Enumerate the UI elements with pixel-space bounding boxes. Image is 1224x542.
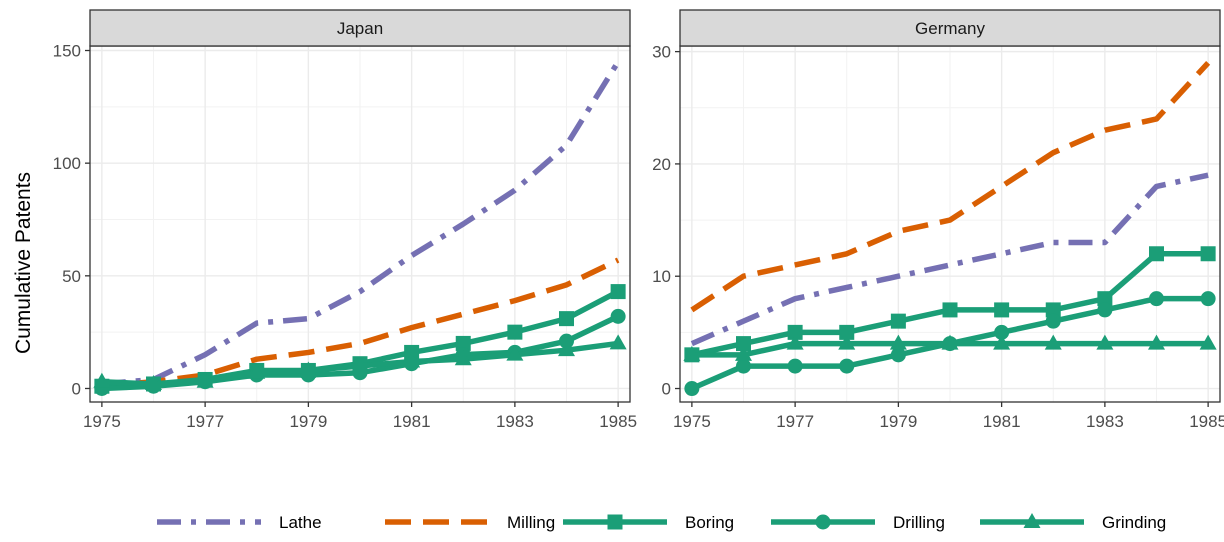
y-tick-label: 30: [652, 43, 671, 62]
data-point-grinding: [838, 334, 856, 350]
data-point-drilling: [839, 358, 855, 374]
data-point-boring: [507, 324, 523, 340]
data-point-drilling: [610, 308, 626, 324]
data-point-boring: [839, 324, 855, 340]
legend-item-grinding: Grinding: [980, 513, 1166, 532]
x-tick-label: 1985: [1189, 412, 1224, 431]
data-point-drilling: [735, 358, 751, 374]
legend-label-lathe: Lathe: [279, 513, 322, 532]
data-point-boring: [890, 313, 906, 329]
y-axis-label: Cumulative Patents: [12, 172, 35, 354]
data-point-boring: [1045, 302, 1061, 318]
legend-item-lathe: Lathe: [157, 513, 322, 532]
series-line-lathe: [690, 172, 1209, 347]
data-point-drilling: [1200, 291, 1216, 307]
data-point-drilling: [1149, 291, 1165, 307]
data-point-drilling: [1045, 313, 1061, 329]
x-tick-label: 1979: [879, 412, 917, 431]
data-point-grinding: [403, 352, 421, 368]
data-point-grinding: [1148, 334, 1166, 350]
x-tick-label: 1975: [83, 412, 121, 431]
data-point-drilling: [787, 358, 803, 374]
y-tick-label: 20: [652, 155, 671, 174]
data-point-boring: [942, 302, 958, 318]
series-line-milling: [690, 60, 1211, 313]
legend-item-drilling: Drilling: [771, 513, 945, 532]
y-tick-label: 0: [72, 379, 81, 398]
series-line-lathe: [101, 60, 621, 387]
panel-japan: Japan 0 50 100 150 1975 1977 1979 1981 1983 1985: [53, 9, 637, 431]
data-point-grinding: [351, 356, 369, 372]
legend-label-grinding: Grinding: [1102, 513, 1166, 532]
data-point-drilling: [559, 333, 575, 349]
facet-strip: [679, 9, 1221, 47]
x-tick-label: 1977: [186, 412, 224, 431]
x-tick-label: 1979: [289, 412, 327, 431]
x-tick-label: 1975: [673, 412, 711, 431]
y-tick-label: 150: [53, 42, 81, 61]
data-point-grinding: [1199, 334, 1217, 350]
data-point-boring: [787, 324, 803, 340]
facet-title: Germany: [915, 19, 985, 38]
data-point-boring: [455, 335, 471, 351]
y-tick-label: 100: [53, 154, 81, 173]
legend-item-boring: Boring: [563, 513, 734, 532]
data-point-drilling: [684, 381, 700, 397]
x-tick-label: 1981: [983, 412, 1021, 431]
data-point-boring: [735, 336, 751, 352]
data-point-drilling: [994, 324, 1010, 340]
data-point-grinding: [1096, 334, 1114, 350]
data-point-grinding: [93, 372, 111, 388]
data-point-drilling: [1097, 302, 1113, 318]
data-point-grinding: [558, 341, 576, 357]
data-point-grinding: [609, 334, 627, 350]
legend-marker-boring: [607, 514, 623, 530]
data-point-grinding: [299, 361, 317, 377]
data-point-boring: [610, 284, 626, 300]
data-point-grinding: [734, 345, 752, 361]
legend: Lathe Milling Boring Drilling Grinding: [157, 513, 1166, 532]
data-point-grinding: [1044, 334, 1062, 350]
legend-marker-drilling: [815, 514, 831, 530]
y-tick-label: 0: [662, 380, 671, 399]
data-point-boring: [994, 302, 1010, 318]
y-tick-label: 50: [62, 267, 81, 286]
facet-strip: [89, 9, 631, 47]
data-point-grinding: [889, 334, 907, 350]
legend-label-drilling: Drilling: [893, 513, 945, 532]
legend-label-milling: Milling: [507, 513, 555, 532]
panel-germany: Germany 0 10 20 30 1975 1977 1979 1981 1983 1985: [652, 9, 1224, 431]
x-tick-label: 1981: [393, 412, 431, 431]
legend-item-milling: Milling: [385, 513, 555, 532]
data-point-grinding: [506, 345, 524, 361]
data-point-boring: [404, 344, 420, 360]
x-tick-label: 1977: [776, 412, 814, 431]
data-point-boring: [1200, 246, 1216, 262]
data-point-boring: [1097, 291, 1113, 307]
legend-marker-grinding: [1023, 513, 1041, 528]
data-point-grinding: [196, 372, 214, 388]
data-point-boring: [559, 311, 575, 327]
legend-label-boring: Boring: [685, 513, 734, 532]
data-point-grinding: [144, 374, 162, 390]
series-line-milling: [101, 257, 620, 389]
data-point-grinding: [786, 334, 804, 350]
data-point-grinding: [993, 334, 1011, 350]
data-point-grinding: [248, 363, 266, 379]
data-point-grinding: [454, 350, 472, 366]
x-tick-label: 1983: [1086, 412, 1124, 431]
facet-title: Japan: [337, 19, 383, 38]
data-point-grinding: [683, 345, 701, 361]
data-point-grinding: [941, 334, 959, 350]
y-tick-label: 10: [652, 267, 671, 286]
x-tick-label: 1983: [496, 412, 534, 431]
data-point-drilling: [890, 347, 906, 363]
x-tick-label: 1985: [599, 412, 637, 431]
data-point-boring: [1149, 246, 1165, 262]
